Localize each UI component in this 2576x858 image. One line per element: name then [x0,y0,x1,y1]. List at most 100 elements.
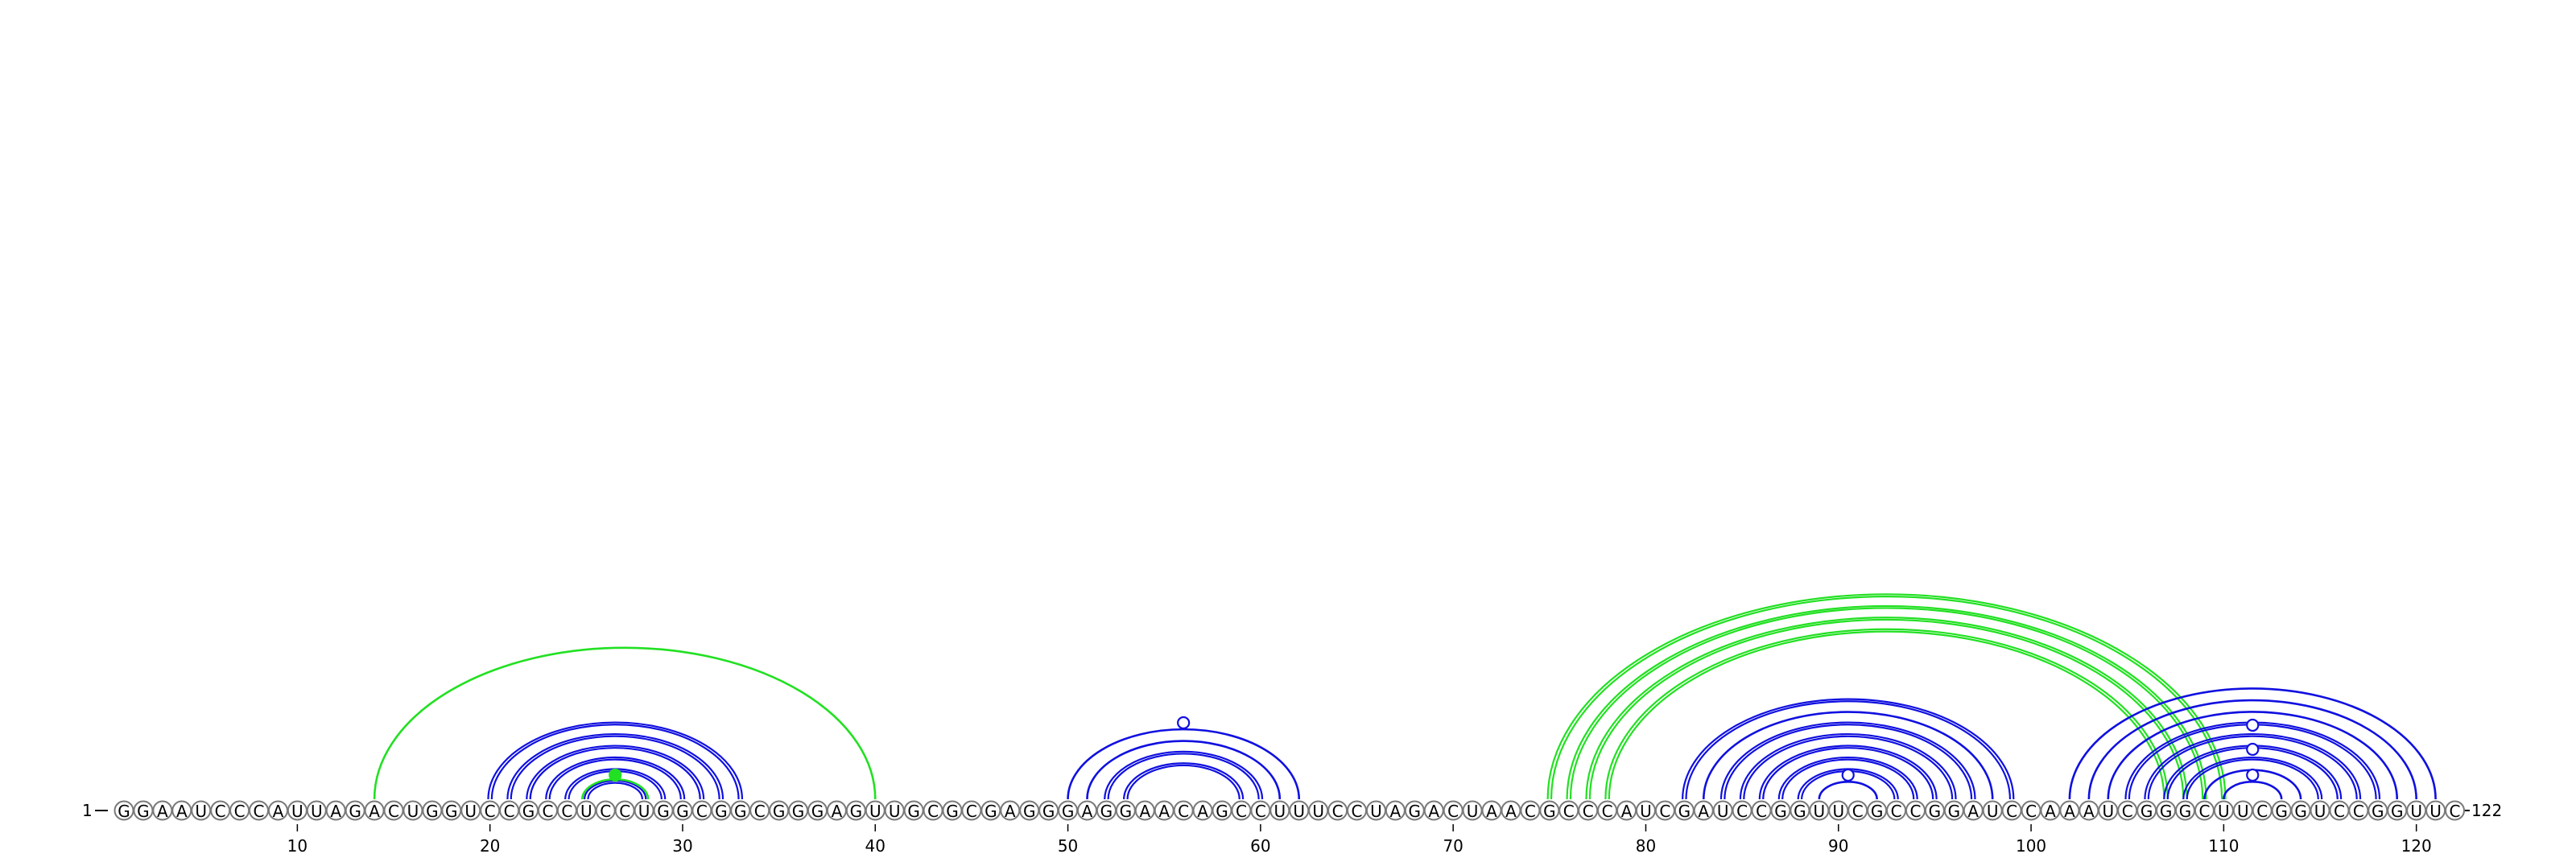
nucleotide-letter: A [1390,802,1402,821]
nucleotide-letter: U [311,802,323,821]
nucleotide-letter: U [407,802,419,821]
nucleotide-letter: U [1814,802,1826,821]
nucleotide-letter: U [869,802,881,821]
nucleotide-letter: G [811,802,824,821]
nucleotide: C [1328,802,1347,822]
nucleotide: G [1675,802,1694,822]
nucleotide: U [2215,802,2233,822]
nucleotide: C [924,802,943,822]
nucleotide: U [2407,802,2425,822]
tick-label: 110 [2208,836,2239,856]
nucleotide: A [2060,802,2079,822]
nucleotide-letter: C [2353,802,2364,821]
nucleotide-letter: C [754,802,766,821]
nucleotide: G [2292,802,2310,822]
nucleotide-letter: C [561,802,572,821]
nucleotide: C [2195,802,2214,822]
nucleotide-letter: A [1139,802,1150,821]
nucleotide-letter: G [850,802,863,821]
nucleotide: A [269,802,287,822]
nucleotide: A [1425,802,1443,822]
nucleotide: U [635,802,654,822]
nucleotide-letter: A [369,802,380,821]
nucleotide-letter: A [1082,802,1093,821]
arcs-layer [374,594,2436,799]
nucleotide-letter: U [1274,802,1286,821]
nucleotide-letter: C [388,802,399,821]
nucleotide-letter: G [1409,802,1422,821]
nucleotide: A [1617,802,1636,822]
nucleotide: C [1848,802,1867,822]
nucleotide: U [2311,802,2330,822]
nucleotide: U [2426,802,2445,822]
nucleotide-letter: C [2450,802,2461,821]
nucleotide: C [230,802,249,822]
nucleotide: U [1290,802,1308,822]
nucleotide: C [2253,802,2272,822]
nucleotide-letter: G [2275,802,2288,821]
nucleotide-letter: C [504,802,515,821]
nucleotide: G [1097,802,1116,822]
nucleotide-letter: G [734,802,747,821]
nucleotide-letter: A [2064,802,2075,821]
nucleotide: A [327,802,345,822]
end-label: 122 [2471,801,2502,820]
nucleotide-letter: U [2429,802,2442,821]
nucleotide: G [770,802,788,822]
nucleotide-letter: G [2391,802,2404,821]
nucleotide: G [789,802,807,822]
nucleotide-letter: A [1505,802,1517,821]
tick-label: 80 [1636,836,1656,856]
loop-marker [2247,769,2258,781]
nucleotide: G [442,802,460,822]
blue-pair-arc [1682,699,2013,799]
nucleotide-letter: C [1583,802,1594,821]
nucleotide-letter: C [1659,802,1670,821]
nucleotide: A [365,802,384,822]
nucleotide: A [1964,802,1983,822]
nucleotide: C [250,802,268,822]
nucleotide: G [2137,802,2156,822]
nucleotide-letter: U [1293,802,1305,821]
nucleotide-letter: G [1100,802,1113,821]
nucleotide-letter: G [676,802,689,821]
blue-pair-arc [2223,782,2281,799]
nucleotide-letter: G [1871,802,1884,821]
nucleotide-letter: G [657,802,670,821]
loop-marker [1843,769,1854,781]
nucleotide: U [866,802,885,822]
nucleotide-letter: C [542,802,553,821]
nucleotide-letter: A [832,802,843,821]
nucleotide: G [673,802,691,822]
nucleotide: G [1790,802,1809,822]
nucleotide-letter: C [1447,802,1459,821]
nucleotide: A [1001,802,1019,822]
loop-marker [1178,717,1189,728]
nucleotide: G [981,802,1000,822]
nucleotide-letter: G [1120,802,1133,821]
nucleotide: C [1521,802,1539,822]
nucleotide: U [461,802,480,822]
nucleotide: G [847,802,865,822]
nucleotide-letter: G [773,802,786,821]
tick-label: 90 [1828,836,1848,856]
nucleotide: C [750,802,769,822]
nucleotide-letter: C [1178,802,1189,821]
nucleotide: G [1059,802,1077,822]
nucleotide: G [1117,802,1135,822]
nucleotide-letter: C [2122,802,2133,821]
ticks-layer: 10 20 30 40 50 60 70 80 90 100 110 120 [287,824,2432,856]
nucleotide-letter: A [273,802,284,821]
nucleotide-letter: G [907,802,920,821]
nucleotide: C [2003,802,2021,822]
nucleotide-letter: U [1717,802,1729,821]
nucleotide: A [153,802,171,822]
nucleotide: G [1039,802,1058,822]
tick-label: 100 [2016,836,2046,856]
nucleotide-letter: C [1602,802,1613,821]
nucleotide-letter: C [1352,802,1363,821]
nucleotide-letter: U [638,802,650,821]
blue-pair-arc [507,734,723,799]
nucleotide: A [2079,802,2098,822]
nucleotide: A [2041,802,2060,822]
